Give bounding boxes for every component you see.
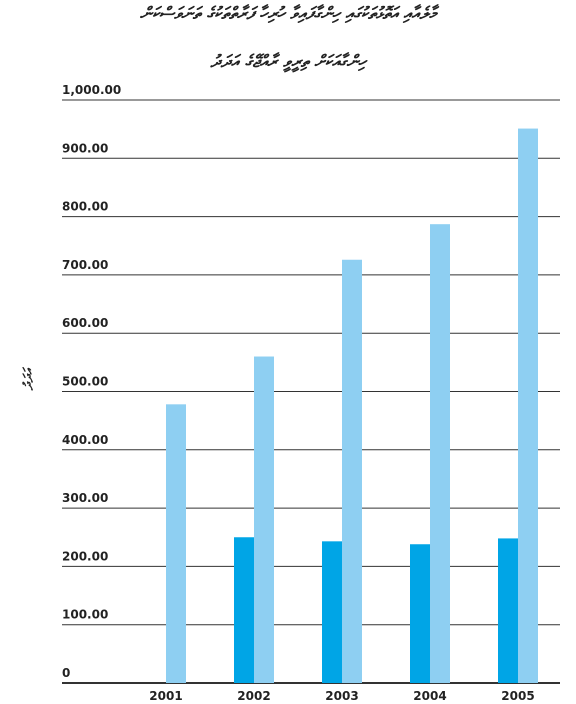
y-tick-label: 500.00 (62, 375, 108, 389)
x-tick-label: 2003 (325, 689, 358, 703)
x-tick-label: 2002 (237, 689, 270, 703)
y-tick-label: 700.00 (62, 258, 108, 272)
bar-light-2002 (254, 357, 274, 683)
y-tick-label: 100.00 (62, 608, 108, 622)
x-tick-label: 2005 (501, 689, 534, 703)
bar-dark-2004 (410, 544, 430, 683)
bar-dark-2005 (498, 538, 518, 683)
bar-light-2001 (166, 404, 186, 683)
bar-dark-2003 (322, 541, 342, 683)
y-tick-label: 300.00 (62, 491, 108, 505)
bar-dark-2002 (234, 537, 254, 683)
bar-light-2004 (430, 224, 450, 683)
y-tick-label: 0 (62, 666, 70, 680)
y-tick-label: 800.00 (62, 200, 108, 214)
bar-light-2005 (518, 129, 538, 683)
y-tick-label: 200.00 (62, 549, 108, 563)
y-tick-label: 900.00 (62, 141, 108, 155)
x-tick-label: 2004 (413, 689, 446, 703)
y-tick-label: 400.00 (62, 433, 108, 447)
x-tick-label: 2001 (149, 689, 182, 703)
y-tick-label: 1,000.00 (62, 83, 121, 97)
y-tick-label: 600.00 (62, 316, 108, 330)
bar-light-2003 (342, 260, 362, 683)
